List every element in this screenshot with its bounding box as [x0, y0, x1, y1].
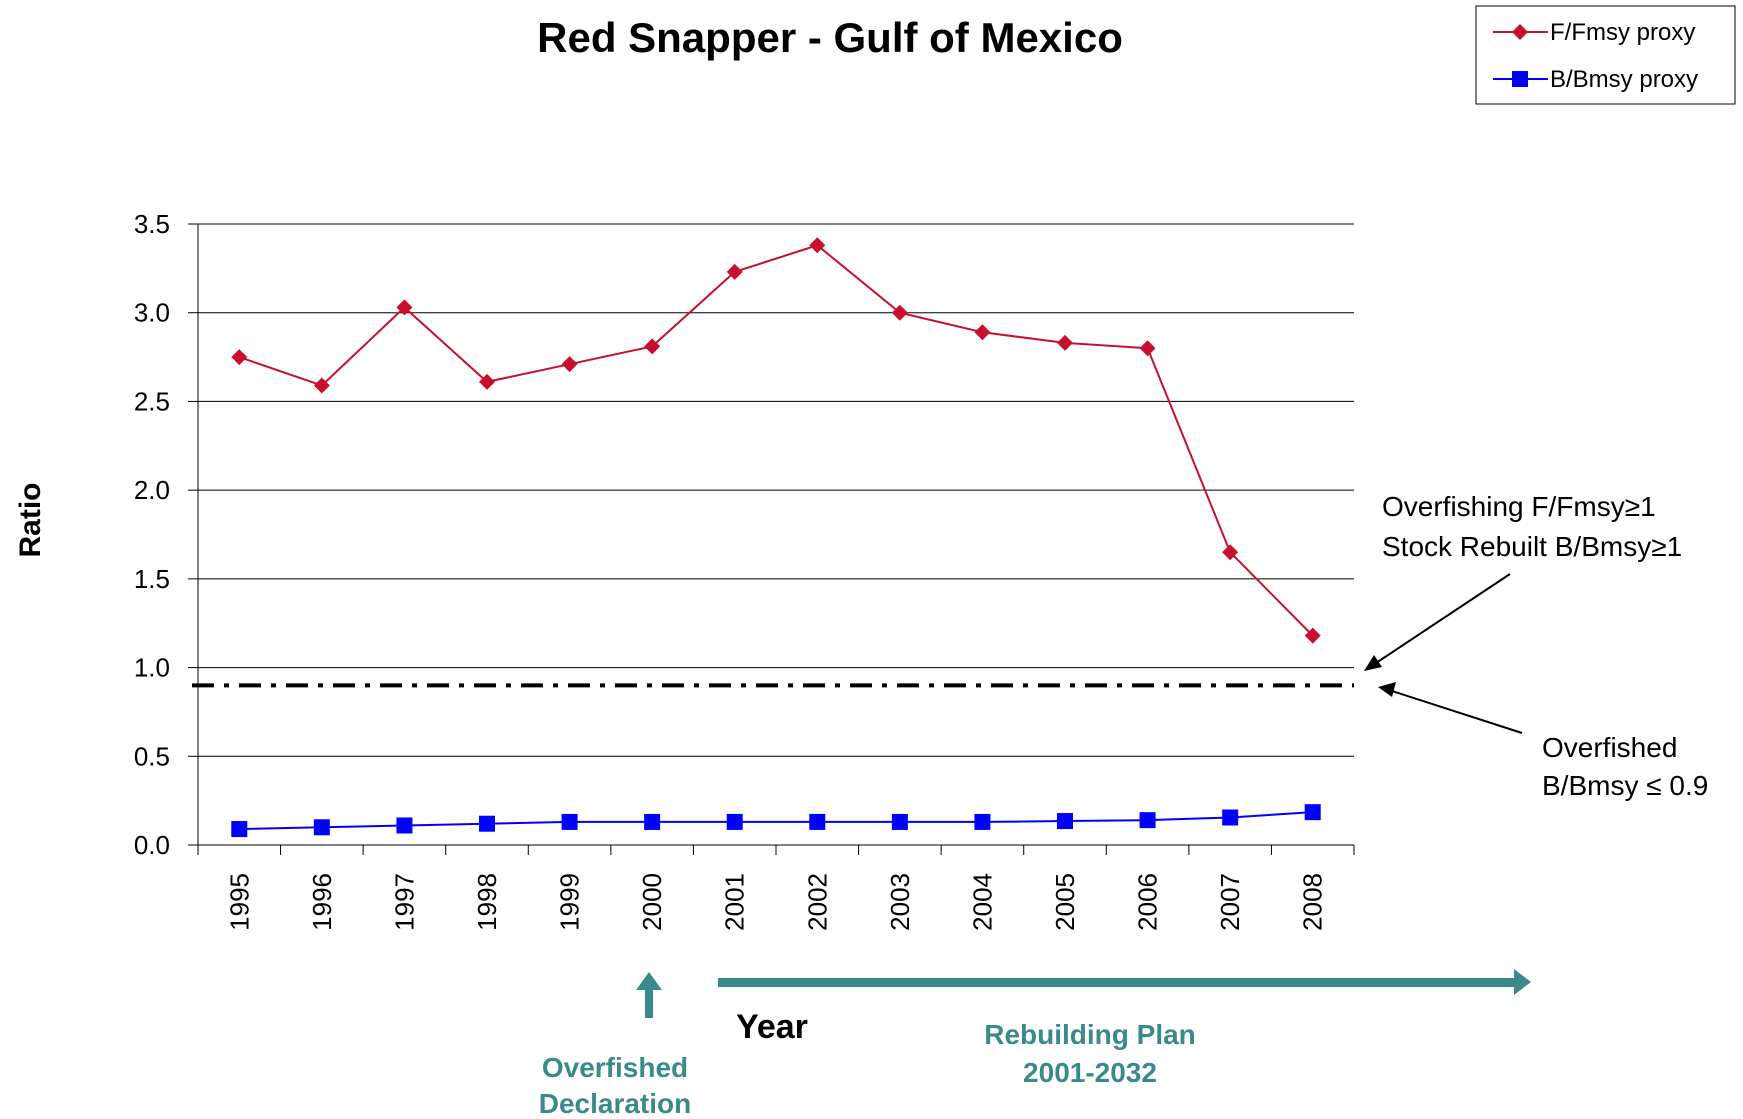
- y-tick-label: 2.0: [134, 475, 170, 505]
- data-point: [396, 817, 413, 834]
- y-tick-label: 1.0: [134, 653, 170, 683]
- overfishing-annotation-line2: Stock Rebuilt B/Bmsy≥1: [1382, 531, 1682, 562]
- series-group: [231, 237, 1321, 838]
- data-point: [1222, 544, 1239, 561]
- data-point: [1057, 813, 1073, 830]
- x-tick-label: 2006: [1133, 873, 1163, 931]
- declaration-label-line1: Overfished: [542, 1052, 688, 1083]
- overfishing-arrow-line: [1375, 573, 1511, 664]
- overfished-annotation: Overfished B/Bmsy ≤ 0.9: [1378, 682, 1708, 801]
- data-point: [809, 237, 826, 254]
- declaration-marker: Overfished Declaration: [539, 972, 692, 1119]
- overfishing-annotation-line1: Overfishing F/Fmsy≥1: [1382, 491, 1656, 522]
- data-point: [561, 356, 578, 373]
- legend-label-b: B/Bmsy proxy: [1550, 66, 1698, 93]
- data-point: [1304, 804, 1321, 821]
- data-point: [809, 813, 826, 830]
- chart-title: Red Snapper - Gulf of Mexico: [537, 14, 1123, 61]
- data-point: [891, 304, 908, 321]
- data-point: [396, 299, 413, 316]
- x-tick-label: 1996: [307, 873, 337, 931]
- data-point: [974, 324, 991, 341]
- data-point: [891, 813, 908, 830]
- x-tick-label: 2000: [637, 873, 667, 931]
- data-point: [644, 813, 661, 830]
- overfished-annotation-line1: Overfished: [1542, 732, 1677, 763]
- rebuilding-marker: Rebuilding Plan 2001-2032: [718, 969, 1531, 1088]
- x-tick-label: 1995: [224, 873, 254, 931]
- series-f-fmsy: [231, 237, 1321, 644]
- data-point: [231, 349, 248, 366]
- data-point: [726, 813, 743, 830]
- x-axis-ticks: 1995 1996 1997 1998 1999 2000 2001 2002 2003 2004…: [197, 845, 1355, 931]
- data-point: [1139, 812, 1156, 829]
- y-axis-ticks: 0.0 0.5 1.0 1.5 2.0 2.5 3.0 3.5: [134, 209, 198, 860]
- data-point: [313, 819, 330, 836]
- legend: F/Fmsy proxy B/Bmsy proxy: [1475, 5, 1736, 105]
- data-point: [479, 373, 495, 390]
- y-axis-label: Ratio: [14, 483, 47, 558]
- legend-marker-b: [1512, 71, 1528, 87]
- series-line: [238, 244, 1314, 637]
- y-tick-label: 0.5: [134, 741, 170, 771]
- x-tick-label: 2003: [885, 873, 915, 931]
- x-tick-label: 2008: [1298, 873, 1328, 931]
- series-b-bmsy: [231, 804, 1321, 838]
- x-tick-label: 1999: [555, 873, 585, 931]
- data-point: [561, 813, 578, 830]
- x-tick-label: 1997: [389, 873, 419, 931]
- axes: [197, 224, 1354, 846]
- overfished-arrow-line: [1391, 690, 1523, 734]
- data-point: [644, 338, 661, 355]
- rebuilding-arrow-shaft: [718, 978, 1518, 987]
- legend-marker-f: [1512, 24, 1528, 40]
- declaration-arrow-head: [636, 972, 662, 990]
- y-tick-label: 3.0: [134, 298, 170, 328]
- gridlines: [198, 223, 1354, 757]
- series-line: [239, 811, 1313, 831]
- x-tick-label: 2002: [802, 873, 832, 931]
- data-point: [1057, 334, 1073, 351]
- data-point: [974, 813, 991, 830]
- x-tick-label: 2005: [1050, 873, 1080, 931]
- x-tick-label: 2001: [720, 873, 750, 931]
- y-tick-label: 2.5: [134, 386, 170, 416]
- y-tick-label: 0.0: [134, 830, 170, 860]
- data-point: [313, 377, 330, 394]
- declaration-arrow-shaft: [645, 998, 653, 1018]
- y-tick-label: 1.5: [134, 564, 170, 594]
- x-axis-label: Year: [736, 1008, 808, 1046]
- x-tick-label: 1998: [472, 873, 502, 931]
- data-point: [1222, 809, 1239, 826]
- declaration-label-line2: Declaration: [539, 1088, 692, 1119]
- rebuilding-arrow-head: [1514, 969, 1531, 995]
- overfished-arrow-head: [1378, 682, 1396, 697]
- data-point: [231, 821, 248, 838]
- x-tick-label: 2007: [1215, 873, 1245, 931]
- data-point: [1304, 627, 1321, 644]
- rebuilding-label-line1: Rebuilding Plan: [984, 1019, 1196, 1050]
- data-point: [726, 263, 743, 280]
- legend-box: [1475, 5, 1736, 105]
- rebuilding-label-line2: 2001-2032: [1023, 1057, 1157, 1088]
- legend-label-f: F/Fmsy proxy: [1550, 19, 1695, 46]
- overfishing-annotation: Overfishing F/Fmsy≥1 Stock Rebuilt B/Bms…: [1364, 491, 1682, 671]
- overfished-annotation-line2: B/Bmsy ≤ 0.9: [1542, 770, 1708, 801]
- data-point: [1139, 340, 1156, 357]
- data-point: [479, 815, 495, 832]
- y-tick-label: 3.5: [134, 209, 170, 239]
- overfishing-arrow-head: [1364, 655, 1382, 671]
- x-tick-label: 2004: [967, 873, 997, 931]
